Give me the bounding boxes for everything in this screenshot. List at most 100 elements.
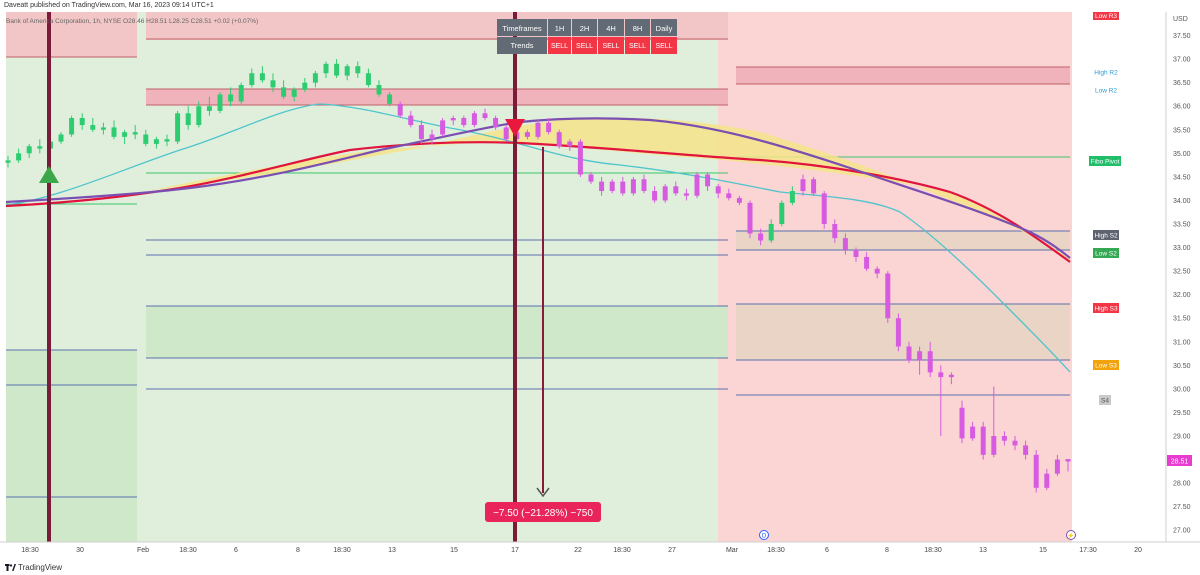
- candle-body: [620, 181, 626, 194]
- table-header-label: Timeframes: [502, 24, 542, 33]
- dividend-marker-label: D: [762, 534, 767, 540]
- candle-body: [16, 153, 22, 161]
- candle-body: [291, 89, 297, 97]
- x-tick-label: 8: [296, 547, 300, 554]
- candle-body: [556, 132, 562, 147]
- label-s4: S4: [1101, 398, 1109, 405]
- candle-body: [715, 186, 721, 194]
- candle-body: [344, 66, 350, 76]
- candle-body: [832, 224, 838, 239]
- candle-body: [387, 94, 393, 104]
- candle-body: [122, 132, 128, 137]
- x-tick-label: 13: [388, 547, 396, 554]
- candles: [5, 59, 1071, 493]
- candle-body: [90, 125, 96, 130]
- candle-body: [1065, 459, 1071, 462]
- last-price-box: [1167, 455, 1192, 466]
- x-tick-label: 15: [450, 547, 458, 554]
- candle-body: [323, 63, 329, 74]
- candle-body: [938, 372, 944, 378]
- y-tick-label: 30.50: [1173, 363, 1191, 370]
- candle-body: [874, 268, 880, 274]
- dividend-marker-icon[interactable]: [759, 530, 769, 540]
- candle-body: [471, 113, 477, 126]
- candle-body: [768, 224, 774, 241]
- candle-body: [758, 233, 764, 241]
- y-tick-label: 36.00: [1173, 104, 1191, 111]
- candle-body: [493, 118, 499, 128]
- zone-r-band: [146, 89, 728, 105]
- publish-info: Daveatt published on TradingView.com, Ma…: [4, 2, 214, 9]
- candle-body: [302, 82, 308, 90]
- x-tick-label: Feb: [137, 547, 149, 554]
- earnings-marker-label: ⚡: [1067, 532, 1074, 540]
- candle-body: [482, 113, 488, 118]
- y-tick-label: 32.00: [1173, 292, 1191, 299]
- label-fibo-pivot: Fibo Pivot: [1091, 159, 1120, 166]
- trend-8h: SELL: [629, 43, 646, 50]
- y-tick-label: 35.00: [1173, 151, 1191, 158]
- candle-body: [736, 198, 742, 203]
- candle-body: [5, 160, 11, 163]
- candle-body: [821, 193, 827, 224]
- candle-body: [408, 115, 414, 126]
- x-tick-label: 18:30: [21, 547, 39, 554]
- candle-body: [281, 87, 287, 97]
- buy-arrow-icon: [39, 166, 59, 183]
- candle-body: [567, 141, 573, 147]
- footer: TradingView: [0, 561, 1200, 575]
- candle-body: [948, 374, 954, 378]
- ema-teal: [5, 103, 1071, 373]
- label-low-s2: Low S2: [1095, 251, 1117, 258]
- x-tick-label: 6: [825, 547, 829, 554]
- candle-body: [588, 174, 594, 182]
- label-high-r2: High R2: [1094, 70, 1118, 77]
- y-tick-label: 33.50: [1173, 222, 1191, 229]
- measure-box: [485, 502, 601, 522]
- y-tick-label: 30.00: [1173, 386, 1191, 393]
- candle-body: [1044, 473, 1050, 488]
- candle-body: [376, 85, 382, 95]
- candle-body: [249, 73, 255, 86]
- candle-body: [217, 94, 223, 111]
- y-tick-label: 36.50: [1173, 80, 1191, 87]
- measure-label: −7.50 (−21.28%) −750: [493, 508, 593, 519]
- candle-body: [175, 113, 181, 142]
- candle-body: [917, 351, 923, 361]
- candle-body: [959, 407, 965, 439]
- candle-body: [111, 127, 117, 137]
- trend-1h: SELL: [551, 43, 568, 50]
- publish-header: Daveatt published on TradingView.com, Ma…: [0, 0, 1200, 12]
- label-high-s3: High S3: [1094, 306, 1118, 313]
- candle-body: [991, 436, 997, 455]
- earnings-marker-icon[interactable]: [1066, 530, 1076, 540]
- candle-body: [1023, 445, 1029, 455]
- y-tick-label: 28.00: [1173, 481, 1191, 488]
- label-low-r3: Low R3: [1095, 13, 1117, 20]
- ma-ribbon: [150, 117, 1070, 262]
- candle-body: [238, 85, 244, 102]
- candle-body: [970, 426, 976, 439]
- y-tick-label: 32.50: [1173, 269, 1191, 276]
- candle-body: [800, 179, 806, 192]
- candle-body: [440, 120, 446, 135]
- x-tick-label: 18:30: [924, 547, 942, 554]
- y-tick-label: 37.50: [1173, 33, 1191, 40]
- sell-arrow-icon: [505, 119, 525, 137]
- x-tick-label: 17:30: [1079, 547, 1097, 554]
- candle-body: [842, 238, 848, 250]
- x-tick-label: 15: [1039, 547, 1047, 554]
- candle-body: [503, 127, 509, 140]
- candle-body: [630, 179, 636, 194]
- candle-body: [355, 66, 361, 74]
- table-header-1h: 1H: [555, 24, 565, 33]
- candle-body: [577, 141, 583, 175]
- candle-body: [450, 118, 456, 121]
- trends-table: Timeframes 1H 2H 4H 8H Daily Trends SELL…: [497, 19, 677, 54]
- candle-body: [546, 122, 552, 133]
- candle-body: [864, 256, 870, 269]
- candle-body: [143, 134, 149, 144]
- candle-body: [1033, 454, 1039, 488]
- candle-body: [206, 106, 212, 111]
